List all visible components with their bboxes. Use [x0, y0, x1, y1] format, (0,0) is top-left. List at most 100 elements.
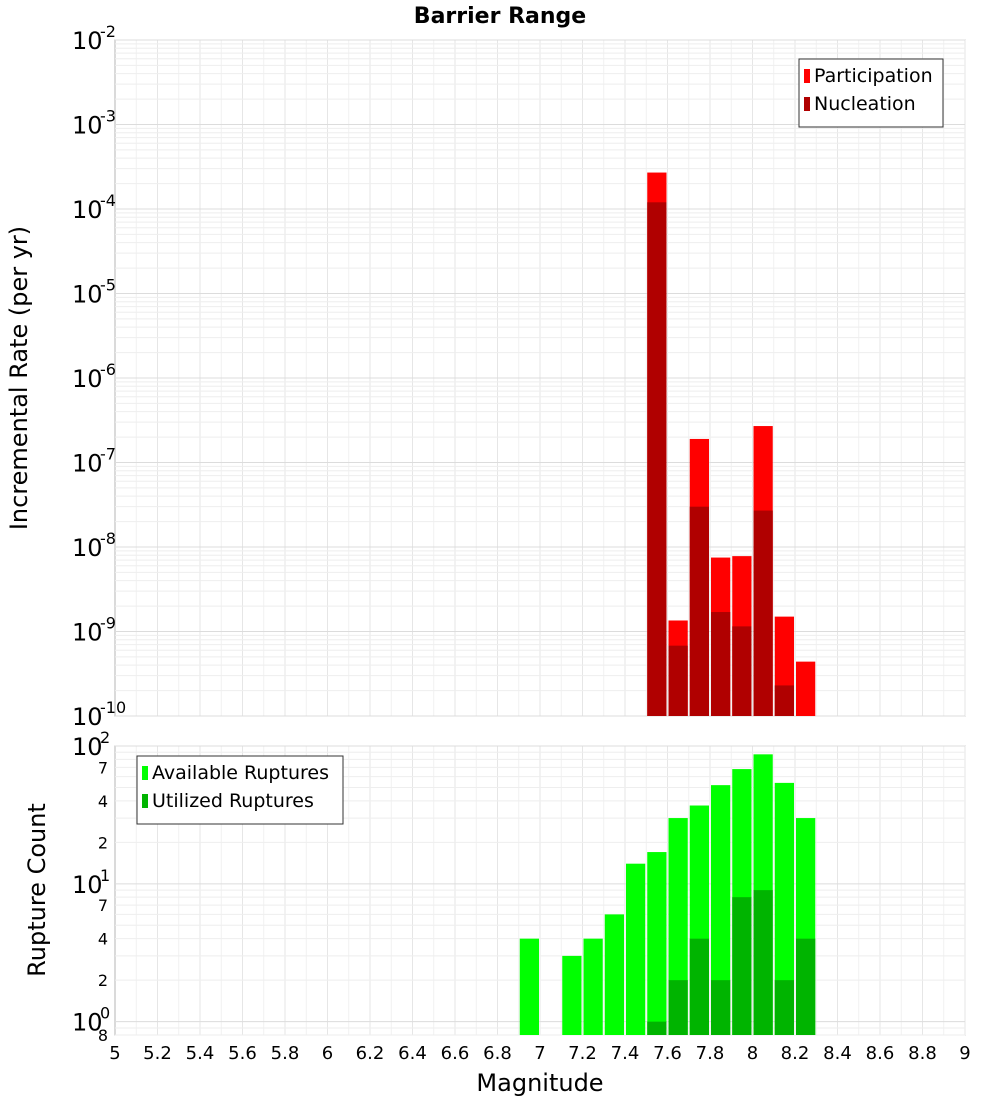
- y-tick-label: 2: [98, 833, 108, 852]
- y-tick-exponent: -3: [100, 107, 116, 126]
- bar-available-ruptures: [604, 914, 624, 1035]
- bar-utilized-ruptures: [647, 1021, 667, 1035]
- x-tick-label: 5: [109, 1043, 120, 1064]
- y-tick-label: 7: [98, 758, 108, 777]
- bar-available-ruptures: [626, 863, 646, 1035]
- y-tick-label: 4: [98, 792, 108, 811]
- x-tick-label: 9: [959, 1043, 970, 1064]
- x-ticks: 5 5.2 5.4 5.6 5.8 6 6.2 6.4 6.6 6.8 7 7.2 7.4 7.6 7.8 8…: [109, 1043, 970, 1064]
- chart-title: Barrier Range: [414, 4, 586, 29]
- y-tick-label: 10: [72, 1009, 103, 1037]
- bar-nucleation: [732, 626, 752, 716]
- bar-utilized-ruptures: [796, 938, 816, 1035]
- y-tick-label: 8: [98, 1026, 108, 1045]
- x-tick-label: 8.2: [781, 1043, 810, 1064]
- y-tick-exponent: 0: [100, 1004, 110, 1023]
- legend-swatch: [804, 97, 810, 111]
- bar-participation: [796, 661, 816, 716]
- bar-nucleation: [647, 202, 667, 716]
- legend-swatch: [142, 766, 148, 780]
- top-y-axis-label: Incremental Rate (per yr): [5, 226, 33, 530]
- x-tick-label: 7.4: [611, 1043, 640, 1064]
- x-tick-label: 5.6: [228, 1043, 257, 1064]
- y-tick-exponent: -8: [100, 529, 116, 548]
- legend-swatch: [804, 69, 810, 83]
- x-tick-label: 6.8: [483, 1043, 512, 1064]
- bottom-legend: Available Ruptures Utilized Ruptures: [136, 755, 344, 825]
- top-bars: [647, 172, 816, 717]
- y-tick-label: 10: [72, 196, 103, 224]
- y-tick-exponent: -10: [100, 698, 126, 717]
- bar-nucleation: [753, 510, 773, 716]
- legend-label: Nucleation: [814, 93, 916, 115]
- y-tick-exponent: -4: [100, 191, 116, 210]
- x-tick-label: 5.2: [143, 1043, 172, 1064]
- bar-utilized-ruptures: [668, 980, 688, 1035]
- x-tick-label: 6.2: [356, 1043, 385, 1064]
- bar-utilized-ruptures: [711, 980, 731, 1035]
- bar-nucleation: [668, 645, 688, 716]
- y-tick-label: 10: [72, 871, 103, 899]
- x-tick-label: 6: [322, 1043, 333, 1064]
- y-tick-exponent: 2: [100, 728, 110, 747]
- bar-nucleation: [689, 506, 709, 716]
- top-y-ticks: 10-210-310-410-510-610-710-810-910-10: [72, 22, 126, 731]
- top-grid: [115, 39, 966, 717]
- bar-utilized-ruptures: [732, 897, 752, 1035]
- y-tick-exponent: -9: [100, 614, 116, 633]
- legend-label: Participation: [814, 65, 933, 87]
- bar-utilized-ruptures: [689, 938, 709, 1035]
- bottom-bars: [519, 754, 816, 1035]
- legend-box: [136, 755, 344, 825]
- x-tick-label: 7.2: [568, 1043, 597, 1064]
- x-tick-label: 8.8: [908, 1043, 937, 1064]
- top-legend: Participation Nucleation: [798, 58, 944, 128]
- bottom-y-axis-label: Rupture Count: [23, 803, 51, 977]
- x-tick-label: 7: [534, 1043, 545, 1064]
- legend-box: [798, 58, 944, 128]
- bar-utilized-ruptures: [753, 890, 773, 1035]
- bar-available-ruptures: [519, 938, 539, 1035]
- bar-utilized-ruptures: [774, 980, 794, 1035]
- y-tick-label: 7: [98, 896, 108, 915]
- bar-available-ruptures: [583, 938, 603, 1035]
- bar-available-ruptures: [647, 852, 667, 1035]
- x-tick-label: 8.4: [823, 1043, 852, 1064]
- x-tick-label: 5.4: [186, 1043, 215, 1064]
- y-tick-exponent: 1: [100, 866, 110, 885]
- bar-nucleation: [711, 612, 731, 716]
- y-tick-label: 10: [72, 534, 103, 562]
- bar-available-ruptures: [774, 782, 794, 1035]
- y-tick-label: 2: [98, 971, 108, 990]
- legend-label: Utilized Ruptures: [152, 790, 314, 812]
- legend-swatch: [142, 794, 148, 808]
- y-tick-label: 10: [72, 365, 103, 393]
- y-tick-label: 10: [72, 733, 103, 761]
- y-tick-label: 10: [72, 281, 103, 309]
- y-tick-exponent: -6: [100, 360, 116, 379]
- bar-available-ruptures: [711, 785, 731, 1035]
- x-tick-label: 7.6: [653, 1043, 682, 1064]
- y-tick-label: 10: [72, 27, 103, 55]
- top-plot: 10-210-310-410-510-610-710-810-910-10 In…: [5, 22, 966, 731]
- x-tick-label: 5.8: [271, 1043, 300, 1064]
- bar-nucleation: [774, 685, 794, 716]
- x-tick-label: 7.8: [696, 1043, 725, 1064]
- y-tick-label: 10: [72, 619, 103, 647]
- y-tick-label: 10: [72, 703, 103, 731]
- x-tick-label: 6.6: [441, 1043, 470, 1064]
- x-tick-label: 8: [747, 1043, 758, 1064]
- y-tick-exponent: -5: [100, 276, 116, 295]
- bar-available-ruptures: [562, 955, 582, 1035]
- x-tick-label: 6.4: [398, 1043, 427, 1064]
- y-tick-exponent: -7: [100, 445, 116, 464]
- legend-label: Available Ruptures: [152, 762, 329, 784]
- y-tick-label: 10: [72, 450, 103, 478]
- y-tick-label: 10: [72, 112, 103, 140]
- y-tick-label: 4: [98, 930, 108, 949]
- x-axis-label: Magnitude: [476, 1069, 603, 1097]
- y-tick-exponent: -2: [100, 22, 116, 41]
